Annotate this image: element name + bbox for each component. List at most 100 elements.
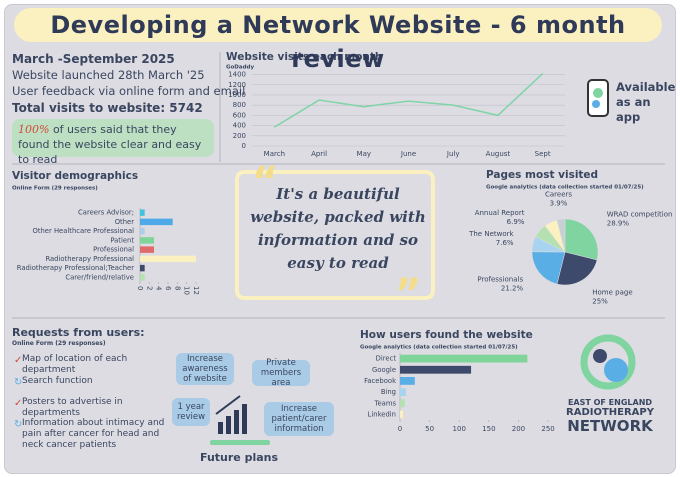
x-tick-label: 250	[541, 425, 554, 433]
y-tick-label: Professional	[93, 246, 134, 254]
bar	[400, 410, 403, 419]
y-tick-label: Patient	[110, 236, 134, 244]
y-tick-label: Careers Advisor;	[78, 209, 134, 217]
tick-icon: ✓	[14, 398, 22, 409]
y-tick-label: 1400	[228, 71, 246, 79]
pie-value-label: 21.2%	[501, 284, 524, 292]
logo-dot	[593, 349, 607, 363]
plan-box: Increase patient/carer information	[264, 402, 334, 436]
y-tick-label: 600	[233, 111, 246, 119]
phone-icon	[593, 88, 603, 98]
y-tick-label: Other	[115, 218, 135, 226]
quote-frame	[235, 170, 435, 300]
chart-title: How users found the website	[360, 329, 533, 341]
request-item: Information about intimacy and pain afte…	[22, 418, 165, 450]
satisfaction-text: of users said that they found the websit…	[18, 123, 202, 166]
logo-text: NETWORK	[567, 417, 653, 435]
requests-title: Requests from users:	[12, 326, 145, 339]
logo-text: EAST OF ENGLAND	[567, 398, 653, 407]
y-tick-label: 0	[242, 142, 246, 150]
plan-box: Private members area	[252, 358, 310, 388]
feedback: User feedback via online form and email	[12, 84, 246, 98]
quote: It's a beautiful website, packed with in…	[250, 185, 426, 272]
bar	[140, 246, 154, 253]
title: Developing a Network Website - 6 month r…	[14, 8, 662, 73]
loop-icon: ↻	[14, 377, 22, 388]
x-tick-label: June	[400, 150, 416, 158]
app-text: Available as an app	[616, 80, 676, 124]
quote-mark: “	[252, 159, 278, 205]
y-tick-label: 1000	[228, 91, 246, 99]
pie-slice	[556, 218, 566, 253]
phone-icon	[592, 100, 600, 108]
y-tick-label: Carer/friend/relative	[65, 273, 134, 281]
bar	[140, 227, 145, 235]
y-tick-label: Google	[372, 366, 396, 374]
pie-label: WRAD competition	[607, 210, 673, 218]
people-icon	[210, 440, 270, 445]
bar	[400, 377, 415, 385]
x-tick-label: 2	[145, 286, 153, 290]
y-tick-label: 200	[233, 132, 246, 140]
requests-subtitle: Online Form (29 responses)	[12, 340, 106, 347]
y-tick-label: Direct	[376, 355, 397, 363]
logo-text: RADIOTHERAPY	[566, 407, 654, 418]
y-tick-label: 800	[233, 101, 246, 109]
y-tick-label: Bing	[381, 388, 396, 396]
x-tick-label: July	[446, 150, 460, 158]
total-visits: Total visits to website: 5742	[12, 101, 203, 115]
plan-box: Increase awareness of website	[176, 353, 234, 385]
x-tick-label: May	[357, 150, 371, 158]
x-tick-label: August	[486, 150, 511, 158]
y-tick-label: Teams	[373, 399, 396, 407]
x-tick-label: 200	[512, 425, 525, 433]
y-tick-label: 400	[233, 122, 246, 130]
pie-label: Annual Report	[475, 209, 525, 217]
bar	[140, 209, 145, 216]
growth-icon	[215, 395, 247, 434]
x-tick-label: 12	[192, 286, 200, 295]
chart-title: Website visits each month	[226, 51, 382, 63]
pie-label: Home page	[592, 288, 632, 296]
request-item: Posters to advertise in departments	[22, 397, 123, 418]
x-tick-label: 0	[398, 425, 402, 433]
period: March -September 2025	[12, 52, 175, 66]
tick-icon: ✓	[14, 355, 22, 366]
satisfaction-pct: 100%	[18, 123, 50, 136]
launch: Website launched 28th March '25	[12, 68, 205, 82]
quote-mark: ”	[395, 271, 421, 317]
pie-value-label: 6.9%	[507, 218, 525, 226]
bar	[400, 388, 406, 396]
chart-title: Visitor demographics	[12, 170, 138, 182]
x-tick-label: 6	[164, 286, 172, 291]
bar	[400, 365, 472, 374]
x-tick-label: April	[311, 150, 327, 158]
satisfaction-box: 100% of users said that they found the w…	[12, 119, 214, 166]
bar	[140, 237, 154, 244]
x-tick-label: Sept	[535, 150, 551, 158]
x-tick-label: 8	[173, 286, 181, 290]
plan-box: 1 year review	[172, 398, 210, 426]
bar	[140, 264, 145, 272]
bar	[400, 354, 528, 363]
x-tick-label: 100	[453, 425, 466, 433]
pie-label: Professionals	[477, 275, 523, 283]
logo-ring	[580, 334, 636, 390]
request-item: Map of location of each department	[22, 354, 128, 375]
chart-subtitle: Online Form (29 responses)	[12, 186, 98, 192]
pie-value-label: 7.6%	[496, 239, 514, 247]
pie-value-label: 3.9%	[550, 199, 568, 207]
y-axis-label: GoDaddy	[226, 65, 254, 71]
pie-value-label: 25%	[592, 297, 608, 305]
bar	[140, 218, 173, 226]
y-tick-label: Linkedin	[368, 410, 396, 418]
line-series	[273, 72, 544, 128]
y-tick-label: Radiotherapy Professional	[45, 255, 134, 263]
chart-subtitle: Google analytics (data collection starte…	[360, 345, 518, 351]
x-tick-label: 4	[155, 286, 163, 291]
pie-label: The Network	[468, 230, 514, 238]
pie-slice	[564, 218, 599, 261]
y-tick-label: Other Healthcare Professional	[32, 227, 134, 235]
